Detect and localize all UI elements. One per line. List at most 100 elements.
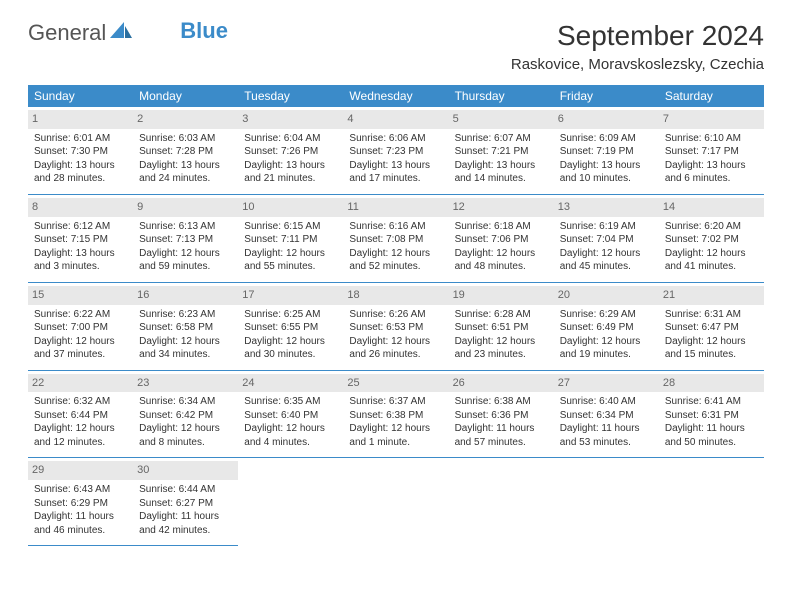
day-info: Sunrise: 6:37 AMSunset: 6:38 PMDaylight:… — [349, 395, 442, 449]
day-number: 29 — [28, 461, 133, 480]
day-info: Sunrise: 6:20 AMSunset: 7:02 PMDaylight:… — [665, 220, 758, 274]
day-number: 17 — [238, 286, 343, 305]
day-info: Sunrise: 6:12 AMSunset: 7:15 PMDaylight:… — [34, 220, 127, 274]
title-block: September 2024 Raskovice, Moravskoslezsk… — [511, 20, 764, 73]
calendar-cell: 28 Sunrise: 6:41 AMSunset: 6:31 PMDayligh… — [659, 370, 764, 458]
calendar-cell: 11 Sunrise: 6:16 AMSunset: 7:08 PMDayligh… — [343, 194, 448, 282]
calendar-cell: 16 Sunrise: 6:23 AMSunset: 6:58 PMDayligh… — [133, 282, 238, 370]
calendar-cell: 25 Sunrise: 6:37 AMSunset: 6:38 PMDayligh… — [343, 370, 448, 458]
day-info: Sunrise: 6:25 AMSunset: 6:55 PMDaylight:… — [244, 308, 337, 362]
calendar-cell — [343, 458, 448, 546]
day-number: 4 — [343, 110, 448, 129]
weekday-header-row: SundayMondayTuesdayWednesdayThursdayFrid… — [28, 85, 764, 107]
day-info: Sunrise: 6:35 AMSunset: 6:40 PMDaylight:… — [244, 395, 337, 449]
day-info: Sunrise: 6:06 AMSunset: 7:23 PMDaylight:… — [349, 132, 442, 186]
day-number: 28 — [659, 374, 764, 393]
day-number: 13 — [554, 198, 659, 217]
calendar-cell: 21Sunrise: 6:31 AMSunset: 6:47 PMDayligh… — [659, 282, 764, 370]
day-number: 27 — [554, 374, 659, 393]
calendar-cell: 17 Sunrise: 6:25 AMSunset: 6:55 PMDayligh… — [238, 282, 343, 370]
day-info: Sunrise: 6:40 AMSunset: 6:34 PMDaylight:… — [560, 395, 653, 449]
calendar-cell: 7 Sunrise: 6:10 AMSunset: 7:17 PMDaylight… — [659, 107, 764, 194]
day-info: Sunrise: 6:10 AMSunset: 7:17 PMDaylight:… — [665, 132, 758, 186]
calendar-cell — [238, 458, 343, 546]
calendar-row: 22Sunrise: 6:32 AMSunset: 6:44 PMDayligh… — [28, 370, 764, 458]
day-number: 5 — [449, 110, 554, 129]
day-number: 3 — [238, 110, 343, 129]
day-number: 10 — [238, 198, 343, 217]
day-info: Sunrise: 6:15 AMSunset: 7:11 PMDaylight:… — [244, 220, 337, 274]
day-info: Sunrise: 6:23 AMSunset: 6:58 PMDaylight:… — [139, 308, 232, 362]
calendar-cell: 4 Sunrise: 6:06 AMSunset: 7:23 PMDaylight… — [343, 107, 448, 194]
day-number: 14 — [659, 198, 764, 217]
weekday-header: Tuesday — [238, 85, 343, 107]
calendar-cell: 22Sunrise: 6:32 AMSunset: 6:44 PMDayligh… — [28, 370, 133, 458]
day-number: 9 — [133, 198, 238, 217]
calendar-cell: 8 Sunrise: 6:12 AMSunset: 7:15 PMDaylight… — [28, 194, 133, 282]
calendar-cell: 12 Sunrise: 6:18 AMSunset: 7:06 PMDayligh… — [449, 194, 554, 282]
calendar-cell — [554, 458, 659, 546]
calendar-cell: 3 Sunrise: 6:04 AMSunset: 7:26 PMDaylight… — [238, 107, 343, 194]
day-info: Sunrise: 6:44 AMSunset: 6:27 PMDaylight:… — [139, 483, 232, 537]
calendar-cell: 5 Sunrise: 6:07 AMSunset: 7:21 PMDaylight… — [449, 107, 554, 194]
calendar-cell: 9 Sunrise: 6:13 AMSunset: 7:13 PMDaylight… — [133, 194, 238, 282]
day-info: Sunrise: 6:22 AMSunset: 7:00 PMDaylight:… — [34, 308, 127, 362]
calendar-cell: 18 Sunrise: 6:26 AMSunset: 6:53 PMDayligh… — [343, 282, 448, 370]
day-number: 11 — [343, 198, 448, 217]
calendar-row: 8 Sunrise: 6:12 AMSunset: 7:15 PMDaylight… — [28, 194, 764, 282]
logo-text-blue: Blue — [180, 18, 228, 44]
day-info: Sunrise: 6:03 AMSunset: 7:28 PMDaylight:… — [139, 132, 232, 186]
day-number: 21 — [659, 286, 764, 305]
day-number: 22 — [28, 374, 133, 393]
day-info: Sunrise: 6:29 AMSunset: 6:49 PMDaylight:… — [560, 308, 653, 362]
day-info: Sunrise: 6:34 AMSunset: 6:42 PMDaylight:… — [139, 395, 232, 449]
weekday-header: Friday — [554, 85, 659, 107]
calendar-cell: 23Sunrise: 6:34 AMSunset: 6:42 PMDayligh… — [133, 370, 238, 458]
day-number: 19 — [449, 286, 554, 305]
calendar-cell: 19Sunrise: 6:28 AMSunset: 6:51 PMDayligh… — [449, 282, 554, 370]
calendar-cell: 14 Sunrise: 6:20 AMSunset: 7:02 PMDayligh… — [659, 194, 764, 282]
day-number: 12 — [449, 198, 554, 217]
calendar-cell: 2 Sunrise: 6:03 AMSunset: 7:28 PMDaylight… — [133, 107, 238, 194]
logo-text-general: General — [28, 20, 106, 46]
calendar-cell: 15Sunrise: 6:22 AMSunset: 7:00 PMDayligh… — [28, 282, 133, 370]
day-number: 8 — [28, 198, 133, 217]
weekday-header: Sunday — [28, 85, 133, 107]
day-info: Sunrise: 6:41 AMSunset: 6:31 PMDaylight:… — [665, 395, 758, 449]
calendar-row: 1Sunrise: 6:01 AMSunset: 7:30 PMDaylight… — [28, 107, 764, 194]
calendar-cell: 13Sunrise: 6:19 AMSunset: 7:04 PMDayligh… — [554, 194, 659, 282]
logo: General Blue — [28, 20, 228, 46]
calendar-cell: 26Sunrise: 6:38 AMSunset: 6:36 PMDayligh… — [449, 370, 554, 458]
day-info: Sunrise: 6:16 AMSunset: 7:08 PMDaylight:… — [349, 220, 442, 274]
day-number: 18 — [343, 286, 448, 305]
day-number: 16 — [133, 286, 238, 305]
logo-sail-icon — [110, 20, 132, 46]
weekday-header: Thursday — [449, 85, 554, 107]
calendar-cell: 24Sunrise: 6:35 AMSunset: 6:40 PMDayligh… — [238, 370, 343, 458]
calendar-cell: 29Sunrise: 6:43 AMSunset: 6:29 PMDayligh… — [28, 458, 133, 546]
calendar-cell: 10 Sunrise: 6:15 AMSunset: 7:11 PMDayligh… — [238, 194, 343, 282]
calendar-cell: 27 Sunrise: 6:40 AMSunset: 6:34 PMDayligh… — [554, 370, 659, 458]
day-info: Sunrise: 6:01 AMSunset: 7:30 PMDaylight:… — [34, 132, 127, 186]
day-number: 20 — [554, 286, 659, 305]
day-number: 2 — [133, 110, 238, 129]
day-info: Sunrise: 6:13 AMSunset: 7:13 PMDaylight:… — [139, 220, 232, 274]
location: Raskovice, Moravskoslezsky, Czechia — [511, 56, 764, 73]
day-info: Sunrise: 6:04 AMSunset: 7:26 PMDaylight:… — [244, 132, 337, 186]
calendar-cell: 6Sunrise: 6:09 AMSunset: 7:19 PMDaylight… — [554, 107, 659, 194]
day-info: Sunrise: 6:26 AMSunset: 6:53 PMDaylight:… — [349, 308, 442, 362]
day-number: 7 — [659, 110, 764, 129]
calendar-table: SundayMondayTuesdayWednesdayThursdayFrid… — [28, 85, 764, 546]
day-info: Sunrise: 6:38 AMSunset: 6:36 PMDaylight:… — [455, 395, 548, 449]
month-title: September 2024 — [511, 20, 764, 52]
calendar-body: 1Sunrise: 6:01 AMSunset: 7:30 PMDaylight… — [28, 107, 764, 546]
day-info: Sunrise: 6:07 AMSunset: 7:21 PMDaylight:… — [455, 132, 548, 186]
day-number: 6 — [554, 110, 659, 129]
calendar-cell — [659, 458, 764, 546]
weekday-header: Wednesday — [343, 85, 448, 107]
calendar-cell: 30Sunrise: 6:44 AMSunset: 6:27 PMDayligh… — [133, 458, 238, 546]
calendar-cell — [449, 458, 554, 546]
day-info: Sunrise: 6:18 AMSunset: 7:06 PMDaylight:… — [455, 220, 548, 274]
calendar-row: 15Sunrise: 6:22 AMSunset: 7:00 PMDayligh… — [28, 282, 764, 370]
day-number: 25 — [343, 374, 448, 393]
